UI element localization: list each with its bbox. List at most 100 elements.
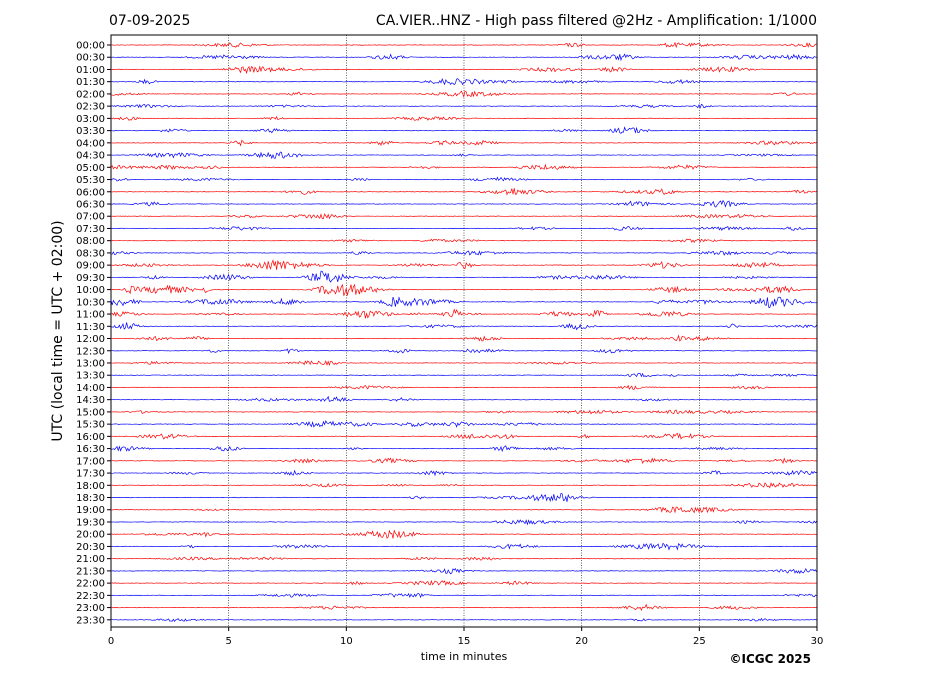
trace-1400 <box>110 384 817 390</box>
x-tick-label: 5 <box>225 636 231 647</box>
trace-0330 <box>110 126 817 134</box>
y-tick-label: 06:00 <box>76 187 105 198</box>
trace-2330 <box>110 617 817 623</box>
trace-1830 <box>110 493 817 503</box>
y-tick-label: 12:30 <box>76 346 105 357</box>
grid-lines <box>228 35 700 627</box>
x-axis-label: time in minutes <box>421 650 508 663</box>
y-tick-label: 19:00 <box>76 505 105 516</box>
y-tick-label: 19:30 <box>76 517 105 528</box>
y-tick-label: 07:30 <box>76 224 105 235</box>
trace-1430 <box>110 395 817 403</box>
y-tick-label: 22:30 <box>76 591 105 602</box>
y-tick-label: 06:30 <box>76 199 105 210</box>
y-tick-label: 20:00 <box>76 530 105 541</box>
copyright-label: ©ICGC 2025 <box>729 652 811 666</box>
x-tick-label: 25 <box>693 636 706 647</box>
trace-1130 <box>110 322 817 331</box>
trace-1500 <box>110 409 817 415</box>
y-tick-label: 13:00 <box>76 358 105 369</box>
trace-1230 <box>110 348 817 355</box>
y-tick-label: 05:00 <box>76 163 105 174</box>
trace-1800 <box>110 481 817 489</box>
y-tick-label: 02:00 <box>76 89 105 100</box>
trace-0500 <box>110 163 817 170</box>
x-tick-label: 0 <box>108 636 114 647</box>
trace-1930 <box>110 519 817 526</box>
y-tick-label: 15:00 <box>76 407 105 418</box>
trace-0230 <box>110 103 817 109</box>
trace-1630 <box>110 445 817 453</box>
trace-1100 <box>110 308 817 319</box>
trace-0530 <box>110 176 817 182</box>
y-tick-label: 08:30 <box>76 248 105 259</box>
y-tick-label: 03:00 <box>76 114 105 125</box>
y-tick-label: 14:30 <box>76 395 105 406</box>
y-tick-label: 21:30 <box>76 566 105 577</box>
trace-2230 <box>110 592 817 599</box>
trace-1300 <box>110 360 817 367</box>
y-tick-label: 10:00 <box>76 285 105 296</box>
y-tick-label: 07:00 <box>76 212 105 223</box>
trace-1730 <box>110 469 817 477</box>
trace-0600 <box>110 188 817 196</box>
y-tick-label: 12:00 <box>76 334 105 345</box>
trace-0630 <box>110 199 817 208</box>
y-tick-label: 18:30 <box>76 493 105 504</box>
trace-0300 <box>110 115 817 121</box>
y-tick-label: 09:00 <box>76 261 105 272</box>
y-tick-label: 21:00 <box>76 554 105 565</box>
y-tick-label: 17:00 <box>76 456 105 467</box>
y-tick-label: 05:30 <box>76 175 105 186</box>
x-tick-labels: 0 5 10 15 20 25 30 <box>108 627 823 647</box>
trace-0400 <box>110 139 817 147</box>
x-tick-label: 10 <box>340 636 353 647</box>
y-tick-label: 10:30 <box>76 297 105 308</box>
trace-0800 <box>110 238 817 243</box>
y-tick-label: 16:00 <box>76 432 105 443</box>
trace-0200 <box>110 90 817 98</box>
trace-1900 <box>110 506 817 514</box>
trace-2100 <box>110 556 817 561</box>
trace-2200 <box>110 579 817 587</box>
chart-title: CA.VIER..HNZ - High pass filtered @2Hz -… <box>376 13 817 29</box>
y-tick-label: 16:30 <box>76 444 105 455</box>
y-tick-label: 11:00 <box>76 310 105 321</box>
y-tick-label: 15:30 <box>76 420 105 431</box>
trace-0730 <box>110 225 817 231</box>
y-tick-label: 13:30 <box>76 371 105 382</box>
trace-0130 <box>110 77 817 86</box>
date-label: 07-09-2025 <box>109 13 190 29</box>
trace-2030 <box>110 542 817 551</box>
y-tick-label: 09:30 <box>76 273 105 284</box>
trace-2000 <box>110 529 817 539</box>
y-tick-label: 20:30 <box>76 542 105 553</box>
y-axis-label: UTC (local time = UTC + 02:00) <box>50 220 66 441</box>
trace-1600 <box>110 432 817 440</box>
y-tick-label: 00:30 <box>76 53 105 64</box>
y-tick-label: 08:00 <box>76 236 105 247</box>
y-tick-label: 00:00 <box>76 41 105 52</box>
trace-0430 <box>110 151 817 160</box>
y-tick-label: 18:00 <box>76 481 105 492</box>
trace-0830 <box>110 250 817 256</box>
trace-0930 <box>110 270 817 283</box>
y-tick-label: 14:00 <box>76 383 105 394</box>
y-tick-label: 02:30 <box>76 102 105 113</box>
trace-0030 <box>110 53 817 62</box>
y-tick-label: 04:00 <box>76 138 105 149</box>
trace-1330 <box>110 372 817 378</box>
trace-2300 <box>110 603 817 612</box>
y-tick-label: 22:00 <box>76 579 105 590</box>
trace-1700 <box>110 457 817 465</box>
y-tick-label: 03:30 <box>76 126 105 137</box>
y-tick-label: 17:30 <box>76 469 105 480</box>
y-tick-label: 11:30 <box>76 322 105 333</box>
y-tick-label: 01:00 <box>76 65 105 76</box>
y-tick-label: 23:30 <box>76 615 105 626</box>
trace-0900 <box>110 259 817 270</box>
x-tick-label: 20 <box>575 636 588 647</box>
trace-1000 <box>110 283 817 296</box>
